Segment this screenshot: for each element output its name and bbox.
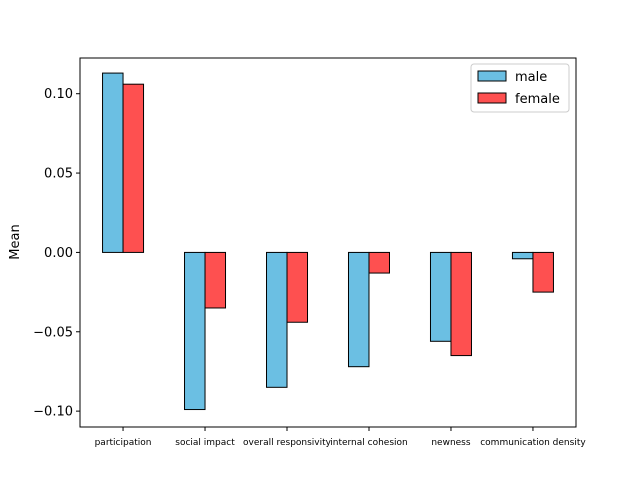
bar-male-5 (511, 251, 534, 260)
bar-female-5 (532, 251, 554, 293)
x-tick-label: internal cohesion (330, 438, 408, 448)
y-tick-label: −0.10 (33, 405, 73, 420)
legend-label-male: male (515, 70, 547, 85)
y-axis-label: Mean (8, 224, 23, 259)
plot-frame (79, 57, 577, 428)
legend-swatch-male (477, 70, 507, 82)
legend-swatch-female (477, 92, 507, 104)
y-tick-label: 0.10 (44, 87, 73, 102)
bar-male-4 (429, 251, 452, 342)
x-tick-label: newness (431, 438, 471, 448)
bar-male-1 (184, 251, 206, 411)
legend-label-female: female (515, 92, 560, 107)
bar-female-3 (368, 251, 390, 274)
bar-female-2 (286, 251, 309, 323)
bars (102, 72, 554, 411)
bar-male-3 (347, 251, 370, 368)
y-tick-label: 0.00 (44, 246, 73, 261)
x-tick-label: communication density (480, 438, 586, 448)
bar-female-0 (122, 83, 145, 253)
x-tick-label: participation (95, 438, 152, 448)
x-tick-label: overall responsivity (243, 438, 332, 448)
y-tick-label: 0.05 (44, 167, 73, 182)
bar-female-4 (450, 251, 472, 357)
legend: male female (470, 63, 570, 113)
bar-male-2 (266, 251, 288, 388)
x-tick-label: social impact (175, 438, 235, 448)
axes: participation social impact overall respon… (33, 87, 586, 448)
bar-female-1 (204, 251, 227, 309)
y-tick-label: −0.05 (33, 325, 73, 340)
bar-male-0 (102, 72, 124, 253)
